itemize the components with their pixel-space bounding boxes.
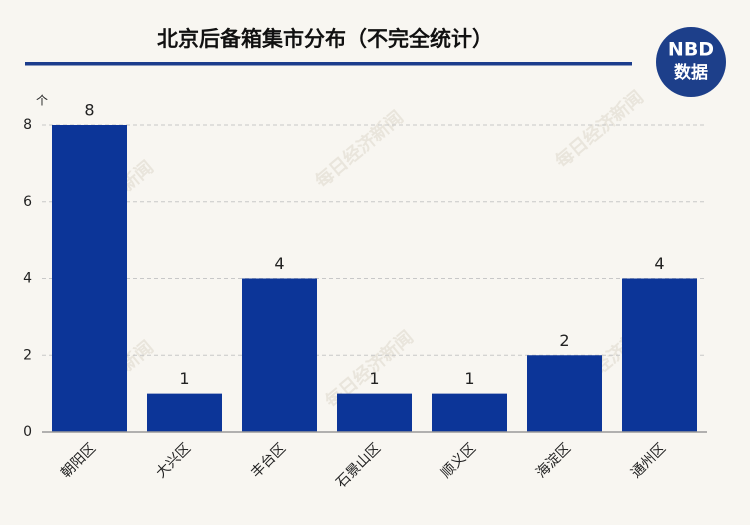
data-label: 2 xyxy=(559,331,569,350)
bar xyxy=(432,393,507,432)
bar xyxy=(622,278,697,432)
bar xyxy=(337,393,412,432)
logo-circle xyxy=(656,27,726,97)
bar xyxy=(147,393,222,432)
y-tick-label: 2 xyxy=(23,347,32,363)
y-tick-label: 0 xyxy=(23,424,32,440)
data-label: 1 xyxy=(179,369,189,388)
data-label: 4 xyxy=(654,254,664,273)
y-unit: 个 xyxy=(36,94,48,108)
logo-caption: 数据 xyxy=(674,62,708,83)
y-tick-label: 8 xyxy=(23,117,32,133)
data-label: 8 xyxy=(84,101,94,120)
y-tick-label: 6 xyxy=(23,194,32,210)
logo-brand: NBD xyxy=(668,39,714,61)
data-label: 1 xyxy=(464,369,474,388)
title-underline xyxy=(25,62,632,66)
chart-title: 北京后备箱集市分布（不完全统计） xyxy=(157,27,493,51)
y-tick-label: 4 xyxy=(23,271,32,287)
bar xyxy=(52,125,127,432)
data-label: 4 xyxy=(274,254,284,273)
data-label: 1 xyxy=(369,369,379,388)
bar xyxy=(527,355,602,432)
bar xyxy=(242,278,317,432)
